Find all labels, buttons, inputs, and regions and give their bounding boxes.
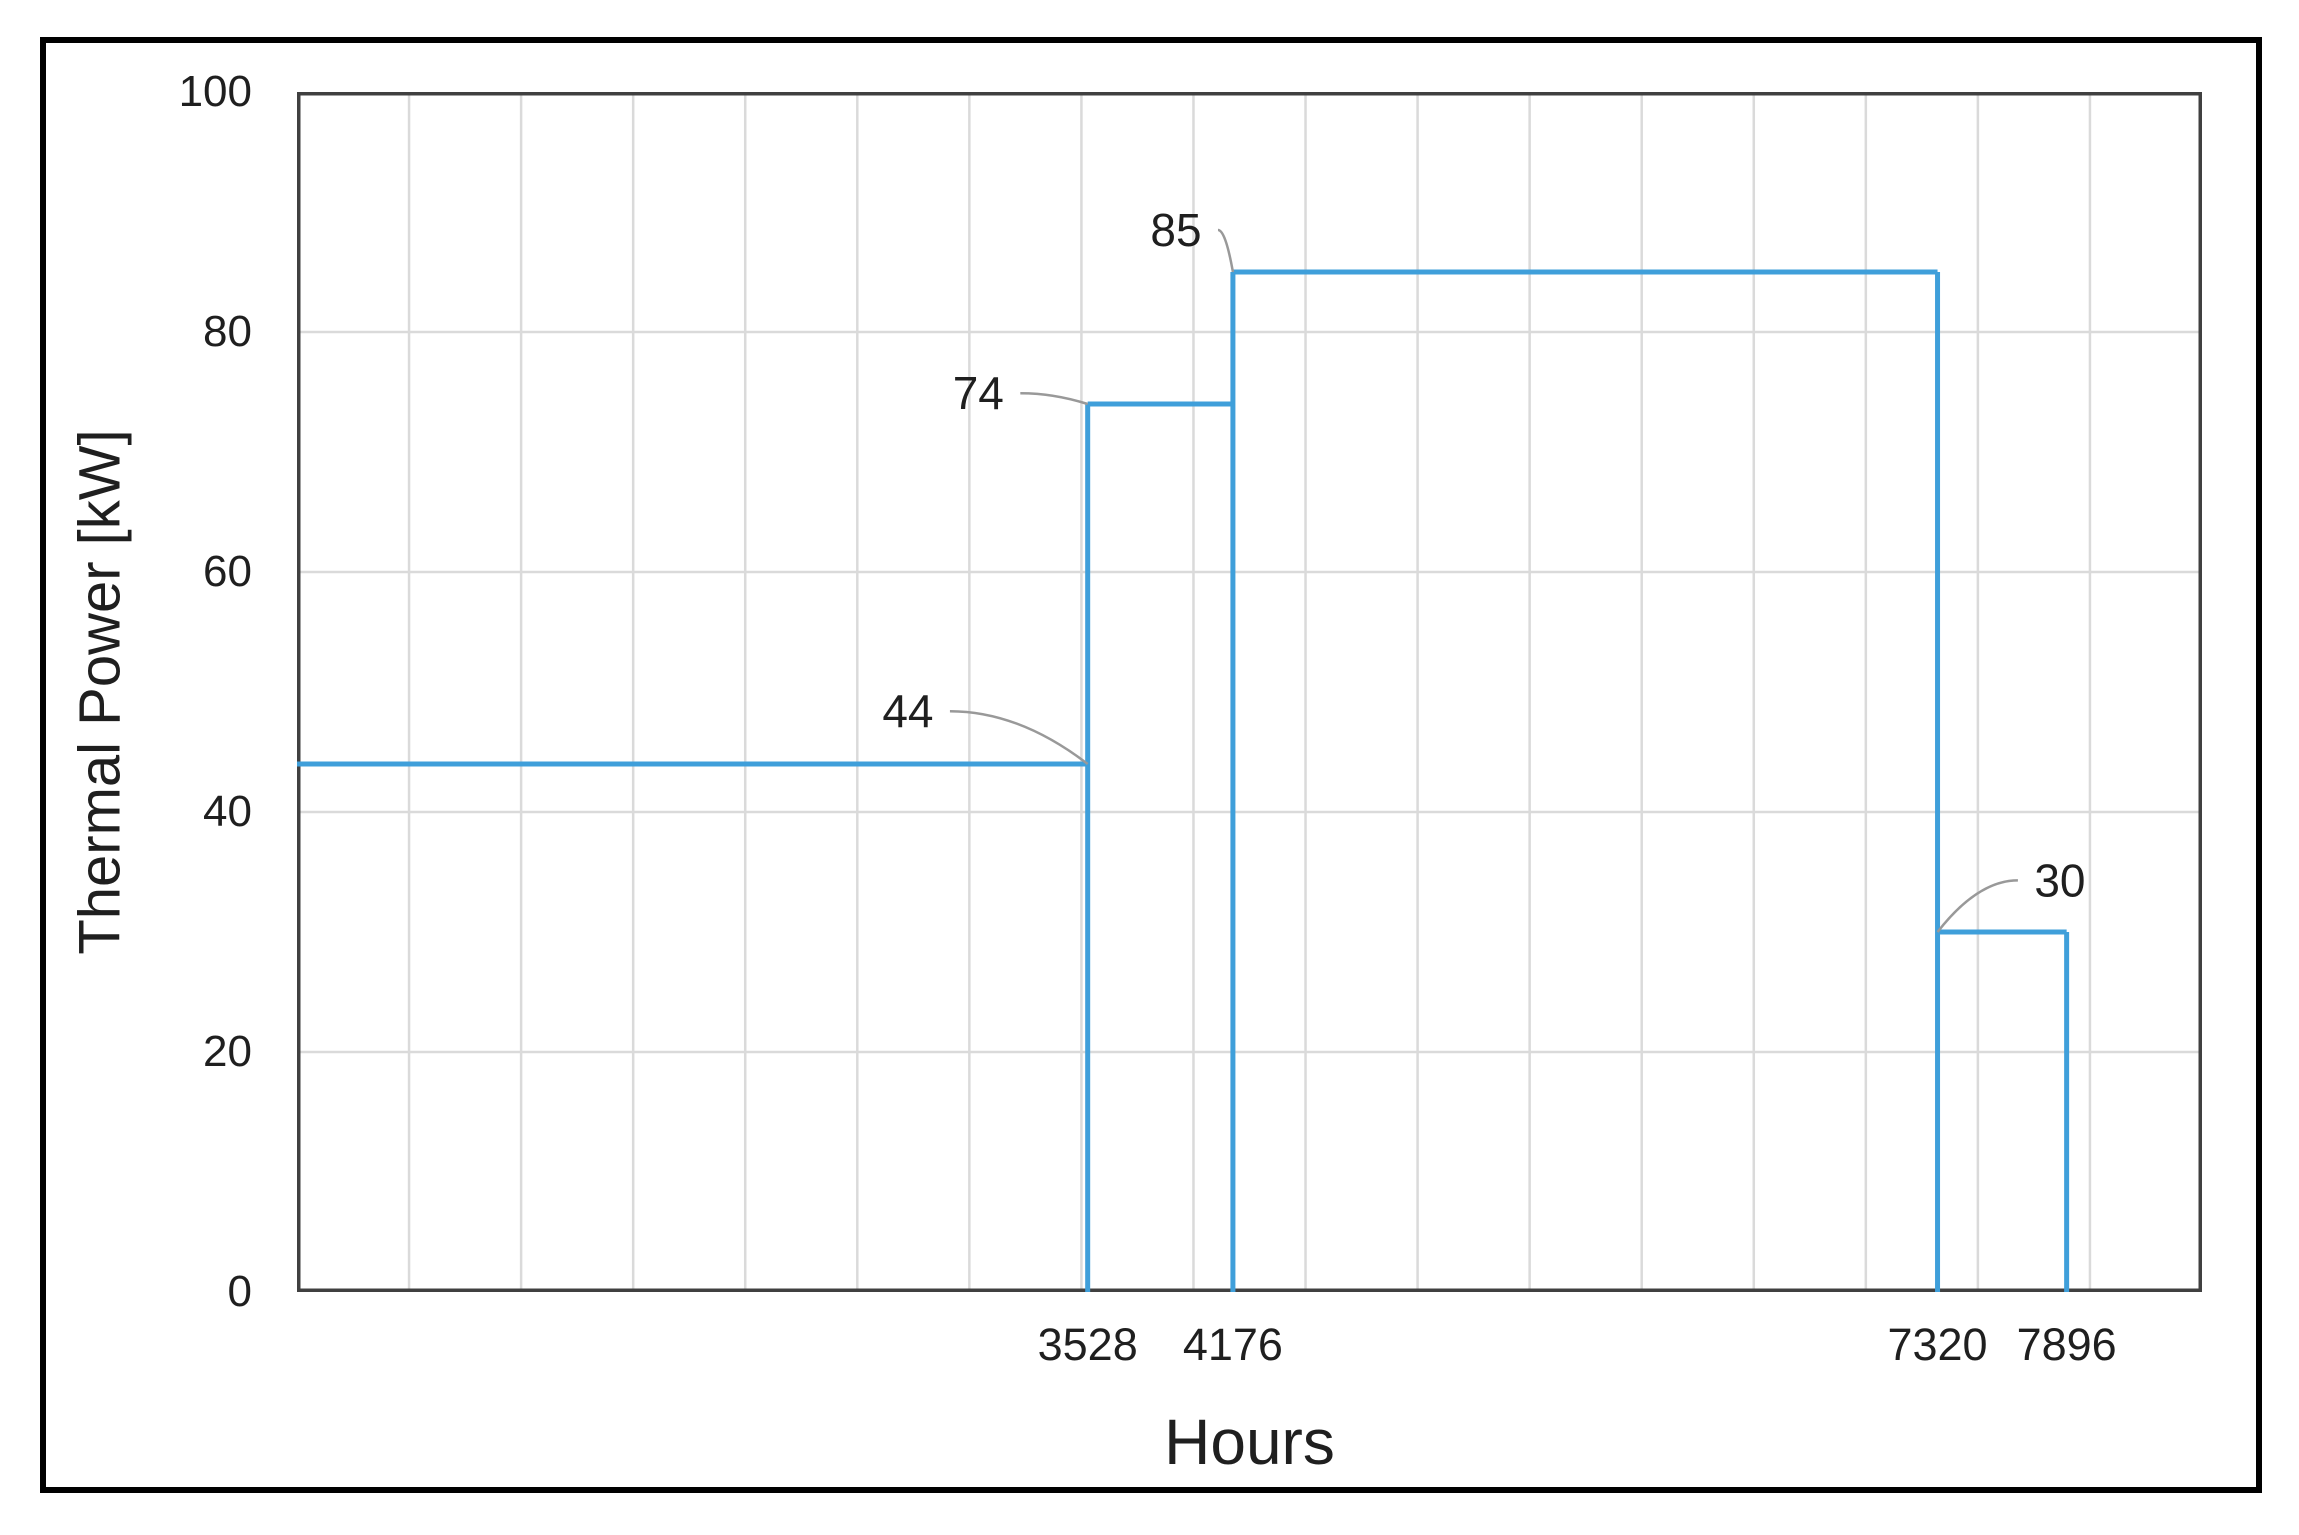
x-axis-title: Hours [1164, 1406, 1335, 1478]
annotation-leader-line [1020, 391, 1089, 406]
series-line [297, 269, 2070, 1292]
x-tick-label: 4176 [1182, 1319, 1283, 1370]
y-tick-label: 60 [203, 547, 252, 596]
x-tick-label: 7896 [2016, 1319, 2117, 1370]
data-label-30: 30 [2034, 854, 2085, 906]
y-tick-label: 0 [227, 1267, 252, 1316]
annotation-leader-line [949, 709, 1089, 765]
y-tick-label: 40 [203, 787, 252, 836]
chart-svg: 44 74 85 30 [297, 92, 2202, 1292]
y-tick-label: 100 [178, 67, 252, 116]
plot-area: 44 74 85 30 [297, 92, 2202, 1292]
data-label-74: 74 [953, 367, 1004, 419]
x-tick-label: 3528 [1037, 1319, 1138, 1370]
y-tick-label: 80 [203, 307, 252, 356]
data-label-44: 44 [882, 685, 933, 737]
annotation-leader-line [1217, 228, 1235, 273]
y-tick-label: 20 [203, 1027, 252, 1076]
data-label-85: 85 [1150, 204, 1201, 256]
y-axis-title: Thermal Power [kW] [67, 429, 133, 955]
plot-border [297, 92, 2202, 1292]
x-tick-label: 7320 [1887, 1319, 1988, 1370]
annotation-leader-line [1936, 879, 2018, 933]
